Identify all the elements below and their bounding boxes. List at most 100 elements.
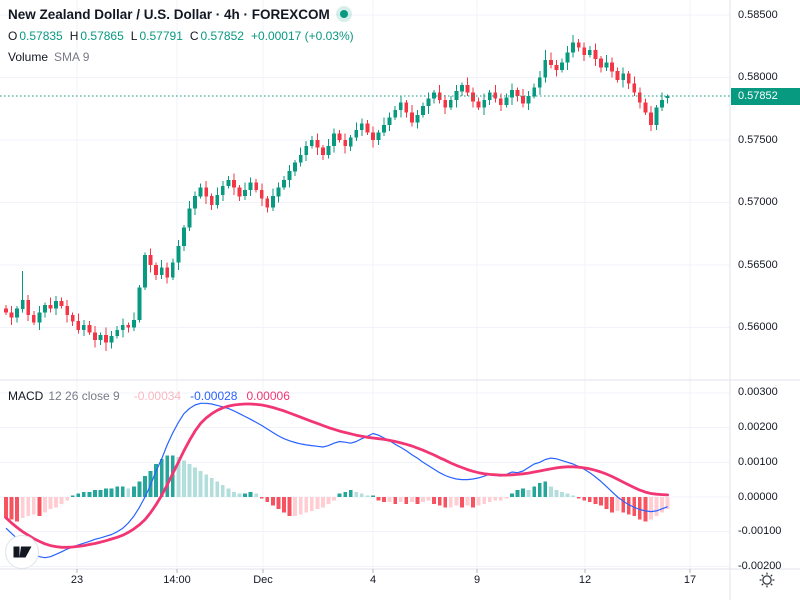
candle-body (654, 107, 659, 125)
candle-body (126, 325, 131, 328)
candle-body (104, 335, 108, 343)
price-axis-label: 0.56000 (738, 321, 778, 333)
candle-body (493, 92, 498, 99)
candle-body (270, 196, 275, 208)
symbol-title[interactable]: New Zealand Dollar / U.S. Dollar · 4h · … (8, 7, 330, 22)
candle-body (159, 267, 164, 275)
candle-body (504, 97, 509, 105)
macd-axis-label: 0.00000 (738, 490, 778, 503)
volume-sma-label: SMA 9 (54, 50, 90, 64)
candle-body (54, 301, 58, 309)
candle-body (582, 47, 587, 55)
candle-body (59, 301, 64, 307)
candle-body (70, 315, 75, 322)
candle-body (65, 306, 70, 315)
tradingview-logo[interactable] (3, 533, 41, 571)
time-axis[interactable]: 23 14:00 Dec 4 9 12 17 (0, 569, 800, 600)
candle-body (565, 52, 570, 63)
candle-body (649, 112, 653, 125)
high-value: 0.57865 (80, 29, 124, 43)
candle-body (76, 321, 81, 330)
candle-body (610, 62, 614, 72)
candle-body (599, 58, 603, 68)
close-label: C (189, 29, 199, 43)
candle-body (421, 106, 425, 115)
candle-body (660, 100, 664, 108)
macd-axis-label: -0.00200 (738, 559, 782, 572)
price-axis-label: 0.58000 (738, 71, 778, 83)
candle-body (215, 195, 220, 205)
candle-body (571, 42, 576, 53)
candle-body (98, 335, 103, 340)
time-axis-settings-button[interactable] (758, 571, 776, 589)
candle-body (93, 332, 97, 340)
change-value: +0.00017 (+0.03%) (250, 29, 354, 43)
candle-body (43, 305, 47, 313)
candle-body (632, 83, 637, 93)
macd-indicator-legend[interactable]: MACD 12 26 close 9 -0.00034 -0.00028 0.00006 (8, 388, 299, 404)
candle-body (365, 123, 370, 133)
price-axis[interactable]: 0.57852 0.58500 0.58000 0.57500 0.57000 0.56… (730, 0, 800, 600)
candle-body (415, 115, 420, 123)
candle-body (393, 110, 398, 118)
candle-body (26, 300, 31, 315)
gridlines (0, 0, 730, 569)
candle-body (298, 155, 303, 163)
candle-body (293, 162, 298, 172)
candle-body (471, 92, 475, 102)
candle-body (576, 42, 581, 48)
candle-body (137, 287, 142, 320)
candle-body (465, 85, 470, 93)
candle-body (309, 140, 314, 147)
price-axis-label: 0.58500 (738, 8, 778, 21)
candle-body (282, 180, 286, 188)
candle-body (176, 246, 181, 263)
price-axis-label: 0.57000 (738, 196, 778, 208)
candle-body (220, 186, 225, 195)
candle-body (515, 90, 520, 97)
candle-body (9, 312, 14, 318)
candle-body (265, 198, 270, 208)
candle-body (4, 308, 8, 313)
candle-body (376, 132, 381, 140)
candle-body (426, 98, 431, 107)
tradingview-mark-icon (13, 546, 32, 558)
time-axis-label: 17 (683, 574, 697, 586)
candle-body (193, 196, 197, 209)
candle-body (521, 96, 525, 104)
candle-body (226, 180, 231, 187)
candle-body (165, 267, 170, 278)
candle-body (182, 227, 186, 247)
macd-signal-value: 0.00006 (246, 389, 290, 403)
candle-body (131, 320, 136, 328)
candle-body (248, 182, 253, 190)
macd-params: 12 26 close 9 (48, 389, 120, 403)
candle-body (254, 182, 259, 190)
last-price-badge-value: 0.57852 (738, 89, 778, 102)
candle-body (560, 62, 564, 70)
volume-indicator-legend[interactable]: Volume SMA 9 (8, 50, 361, 65)
candle-body (209, 196, 214, 205)
candle-body (460, 85, 464, 92)
candle-body (443, 100, 448, 108)
candle-body (109, 336, 114, 343)
candle-body (615, 71, 620, 80)
candle-body (37, 312, 42, 323)
last-price-badge: 0.57852 (731, 87, 800, 105)
macd-histogram-value: -0.00034 (133, 389, 182, 403)
macd-axis-label: 0.00200 (738, 421, 778, 434)
candle-body (554, 65, 559, 70)
candle-body (387, 117, 392, 125)
live-status-dot-icon[interactable] (339, 10, 348, 19)
time-axis-label: 23 (70, 574, 84, 586)
macd-line-value: -0.00028 (190, 389, 238, 403)
candle-body (371, 132, 375, 140)
macd-axis-label: 0.00100 (738, 455, 778, 468)
candle-body (120, 325, 125, 330)
candle-body (665, 96, 670, 99)
candle-body (510, 90, 514, 98)
candle-body (154, 265, 159, 275)
